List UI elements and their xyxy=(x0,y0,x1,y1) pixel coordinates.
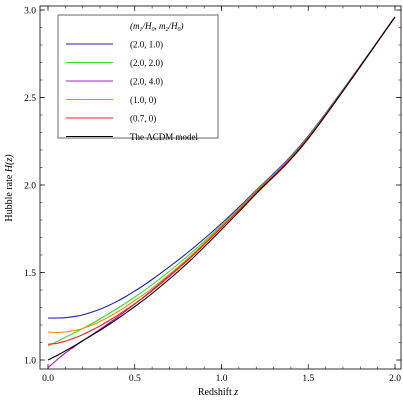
legend-label-1: (2.0, 2.0) xyxy=(130,58,163,68)
legend-label-3: (1.0, 0) xyxy=(130,95,156,105)
legend-label-5: The ΛCDM model xyxy=(130,132,199,142)
series-line-0 xyxy=(47,16,396,319)
y-tick-label-3: 2.5 xyxy=(24,94,36,104)
y-axis-label-text: Hubble rate xyxy=(4,174,15,221)
y-axis-label: Hubble rate H(z) xyxy=(4,154,15,222)
x-axis-label-var: z xyxy=(233,387,238,398)
legend: (m1/H0, m2/H0) (2.0, 1.0)(2.0, 2.0)(2.0,… xyxy=(57,14,219,142)
legend-label-4: (0.7, 0) xyxy=(130,114,156,124)
legend-label-2: (2.0, 4.0) xyxy=(130,77,163,87)
axis-ticks: 0.0 0.5 1.0 1.5 2.0 1.0 1.5 2.0 2.5 3.0 xyxy=(24,6,401,384)
y-tick-label-0: 1.0 xyxy=(24,357,36,367)
series-line-4 xyxy=(47,16,396,345)
x-tick-label-4: 2.0 xyxy=(389,374,401,384)
x-tick-label-2: 1.0 xyxy=(216,374,228,384)
x-tick-label-3: 1.5 xyxy=(302,374,314,384)
x-axis-label: Redshift z xyxy=(198,387,238,398)
legend-label-0: (2.0, 1.0) xyxy=(130,40,163,50)
series-layer xyxy=(47,16,396,369)
y-tick-label-1: 1.5 xyxy=(24,269,36,279)
y-tick-label-4: 3.0 xyxy=(24,7,36,17)
x-axis-label-text: Redshift xyxy=(198,387,232,398)
y-axis-label-var: H(z) xyxy=(4,154,15,173)
series-line-5 xyxy=(47,16,396,361)
y-tick-label-2: 2.0 xyxy=(24,182,36,192)
x-tick-label-0: 0.0 xyxy=(42,374,54,384)
x-tick-label-1: 0.5 xyxy=(129,374,141,384)
legend-title: (m1/H0, m2/H0) xyxy=(130,21,184,33)
plot-frame xyxy=(39,5,402,370)
legend-items: (2.0, 1.0) (2.0, 2.0) (2.0, 4.0) (1.0, 0) (0… xyxy=(66,40,199,142)
